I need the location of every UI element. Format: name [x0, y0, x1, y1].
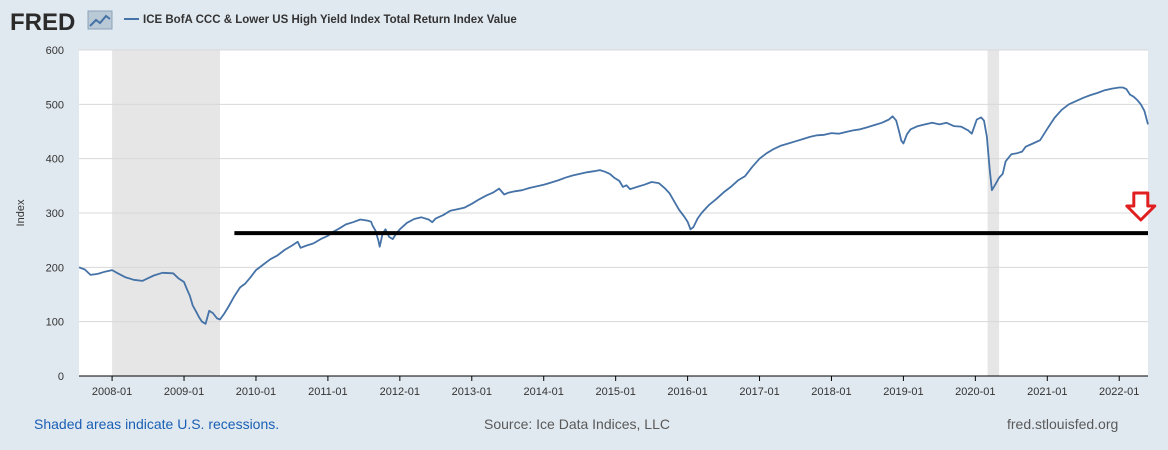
x-tick-label: 2017-01	[739, 386, 779, 398]
fred-logo-icon	[87, 10, 113, 30]
x-tick-label: 2018-01	[811, 386, 851, 398]
x-tick-label: 2016-01	[667, 386, 707, 398]
y-tick-label: 400	[46, 154, 64, 166]
site-link[interactable]: fred.stlouisfed.org	[1007, 416, 1119, 432]
y-tick-label: 100	[46, 317, 64, 329]
x-tick-label: 2021-01	[1027, 386, 1067, 398]
x-tick-label: 2008-01	[92, 386, 132, 398]
y-tick-label: 300	[46, 208, 64, 220]
x-tick-label: 2019-01	[883, 386, 923, 398]
x-tick-label: 2015-01	[595, 386, 635, 398]
y-tick-label: 0	[58, 371, 64, 383]
x-tick-label: 2020-01	[955, 386, 995, 398]
recession-note: Shaded areas indicate U.S. recessions.	[34, 416, 280, 432]
x-tick-label: 2022-01	[1099, 386, 1139, 398]
down-arrow-icon	[1125, 191, 1157, 222]
x-tick-label: 2012-01	[380, 386, 420, 398]
x-tick-label: 2013-01	[452, 386, 492, 398]
y-tick-label: 200	[46, 262, 64, 274]
y-axis-label: Index	[15, 199, 27, 226]
x-tick-label: 2011-01	[308, 386, 348, 398]
y-tick-label: 500	[46, 99, 64, 111]
series-title: ICE BofA CCC & Lower US High Yield Index…	[143, 14, 517, 26]
series-line	[78, 86, 1149, 325]
source-text: Source: Ice Data Indices, LLC	[484, 416, 670, 432]
fred-logo[interactable]: FRED	[10, 9, 75, 36]
x-tick-label: 2014-01	[524, 386, 564, 398]
grid-lines	[79, 49, 1148, 323]
y-axis-ticks: 0 100 200 300 400 500 600	[46, 45, 64, 383]
x-axis-ticks: 2008-01 2009-01 2010-01 2011-01 2012-01 2013-…	[92, 376, 1139, 398]
y-tick-label: 600	[46, 45, 64, 57]
x-tick-label: 2010-01	[236, 386, 276, 398]
x-tick-label: 2009-01	[164, 386, 204, 398]
